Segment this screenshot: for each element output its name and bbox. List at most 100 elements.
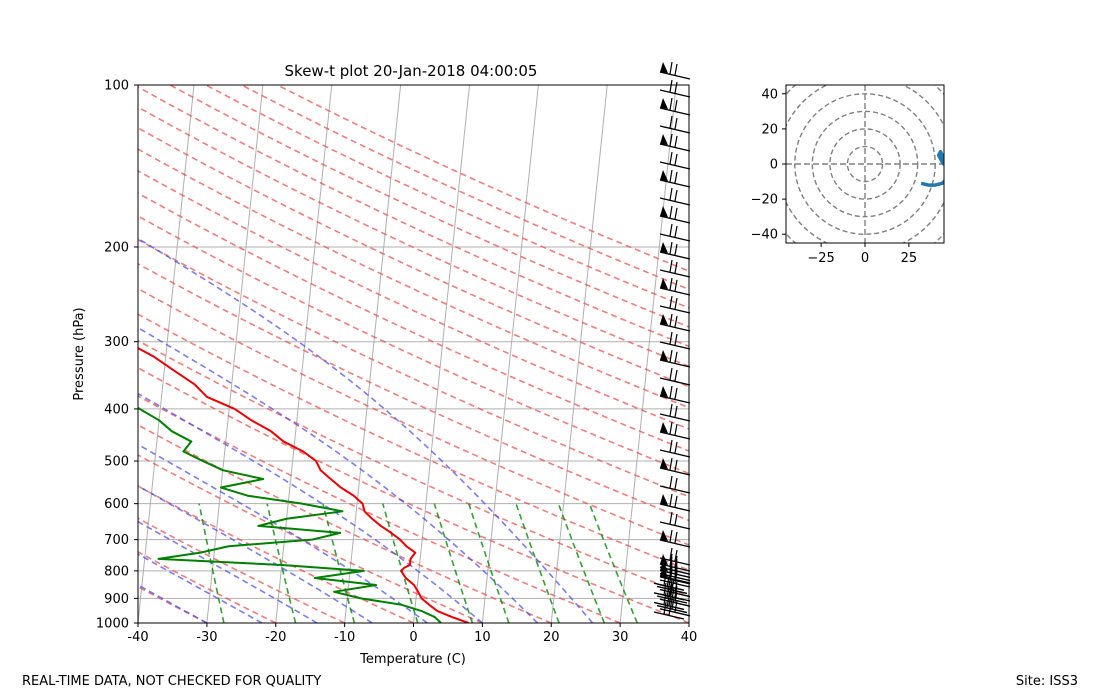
wind-barb [659, 421, 691, 440]
skewt-x-ticks: -40 -30 -20 -10 0 10 20 30 40 [127, 623, 697, 645]
wind-barb-tick [666, 576, 670, 589]
hodograph-ticks: −25 0 25 −40 −20 0 20 40 [751, 87, 918, 266]
hodograph-rings [786, 85, 944, 243]
isotherm-line [138, 85, 195, 623]
wind-barb-tick [669, 187, 673, 201]
wind-barb [659, 511, 691, 530]
wind-barb-tick [674, 459, 678, 472]
hodograph-x-tick-label: 0 [861, 251, 869, 266]
wind-barb-flag [660, 494, 668, 505]
wind-barb-tick [674, 225, 678, 238]
wind-barb-tick [674, 351, 678, 364]
wind-barb [653, 592, 685, 611]
mixing-ratio-line [266, 503, 297, 623]
mixing-ratio-line [468, 503, 510, 623]
wind-barb-tick [669, 439, 673, 453]
wind-barb-tick [669, 421, 673, 435]
y-tick-label: 800 [104, 564, 129, 579]
wind-barb-tick [669, 349, 673, 363]
wind-barb [659, 331, 691, 350]
wind-barb [659, 349, 691, 368]
dry-adiabat [138, 424, 552, 623]
skewt-gridlines [138, 85, 689, 623]
wind-barb-shaft [659, 449, 691, 458]
wind-barb-flag [660, 350, 668, 361]
temperature-profile [138, 347, 469, 623]
isotherm-line [413, 85, 470, 623]
x-tick-label: -10 [334, 630, 355, 645]
wind-barb [659, 277, 691, 296]
wind-barb-tick [674, 99, 678, 112]
wind-barb-shaft [659, 377, 691, 386]
wind-barb-tick [669, 151, 673, 165]
wind-barb-tick [674, 477, 678, 490]
wind-barb [659, 61, 691, 80]
wind-barb-tick [669, 313, 673, 327]
dewpoint-profile [138, 406, 442, 623]
y-axis-label: Pressure (hPa) [72, 307, 87, 400]
mixing-ratio-line [322, 503, 356, 623]
wind-barb-shaft [659, 503, 691, 512]
wind-barb-tick [668, 575, 672, 587]
dry-adiabat [169, 85, 689, 328]
dry-adiabat [138, 395, 621, 623]
mixing-ratio-line [557, 503, 606, 623]
wind-barb-shaft [659, 467, 691, 476]
mixing-ratio-line [588, 503, 639, 623]
wind-barb-tick [674, 513, 678, 526]
wind-barb-flag [660, 242, 668, 253]
wind-barb-shaft [659, 89, 691, 98]
wind-barb-tick [669, 97, 673, 111]
wind-barb [659, 169, 691, 188]
site-label: Site: ISS3 [1015, 674, 1078, 689]
wind-barb-tick [674, 571, 678, 584]
wind-barb-tick [666, 595, 670, 608]
y-tick-label: 200 [104, 240, 129, 255]
wind-barb-flag [660, 458, 668, 469]
wind-barb-flag [660, 206, 668, 217]
dry-adiabat [138, 192, 689, 452]
wind-barb-tick [669, 403, 673, 417]
wind-barb-tick [674, 531, 678, 544]
wind-barb-tick [674, 207, 678, 220]
skewt-y-ticks: 100 200 300 400 500 600 700 800 900 1000 [96, 79, 138, 632]
dry-adiabat [138, 454, 483, 623]
wind-barb [659, 79, 691, 98]
hodograph-x-tick-label: 25 [901, 251, 918, 266]
x-tick-label: -40 [127, 630, 148, 645]
wind-barb [659, 259, 691, 278]
x-tick-label: -30 [196, 630, 217, 645]
wind-barb-shaft [659, 395, 691, 404]
dry-adiabat [138, 313, 689, 572]
wind-barb [659, 205, 691, 224]
wind-barb-shaft [659, 413, 691, 422]
wind-barb-tick [663, 592, 667, 605]
wind-barb [659, 241, 691, 260]
y-tick-label: 100 [104, 79, 129, 94]
wind-barb-tick [671, 578, 675, 590]
wind-barb-flag [660, 62, 668, 73]
wind-barb-tick [674, 63, 678, 76]
wind-barb-flag [660, 98, 668, 109]
wind-barb-tick [669, 205, 673, 219]
y-tick-label: 400 [104, 402, 129, 417]
wind-barb-flag [660, 314, 668, 325]
wind-barb-flag [660, 530, 668, 541]
wind-barb-tick [674, 315, 678, 328]
wind-barb-shaft [659, 107, 691, 116]
wind-barb-flag [660, 278, 668, 289]
dry-adiabat [138, 238, 689, 498]
wind-barb-tick [674, 387, 678, 400]
wind-barb-shaft [653, 611, 685, 620]
hodograph-trace [920, 149, 944, 187]
dry-adiabat [138, 169, 689, 430]
wind-barb-shaft [659, 323, 691, 332]
wind-barb-tick [668, 594, 672, 606]
dry-adiabat [138, 550, 277, 623]
isotherm-line [688, 618, 689, 623]
wind-barb-shaft [659, 485, 691, 494]
wind-barb-flag [660, 554, 668, 565]
dry-adiabat [138, 287, 689, 546]
wind-barb-shaft [659, 521, 691, 530]
wind-barb-shaft [656, 604, 688, 614]
